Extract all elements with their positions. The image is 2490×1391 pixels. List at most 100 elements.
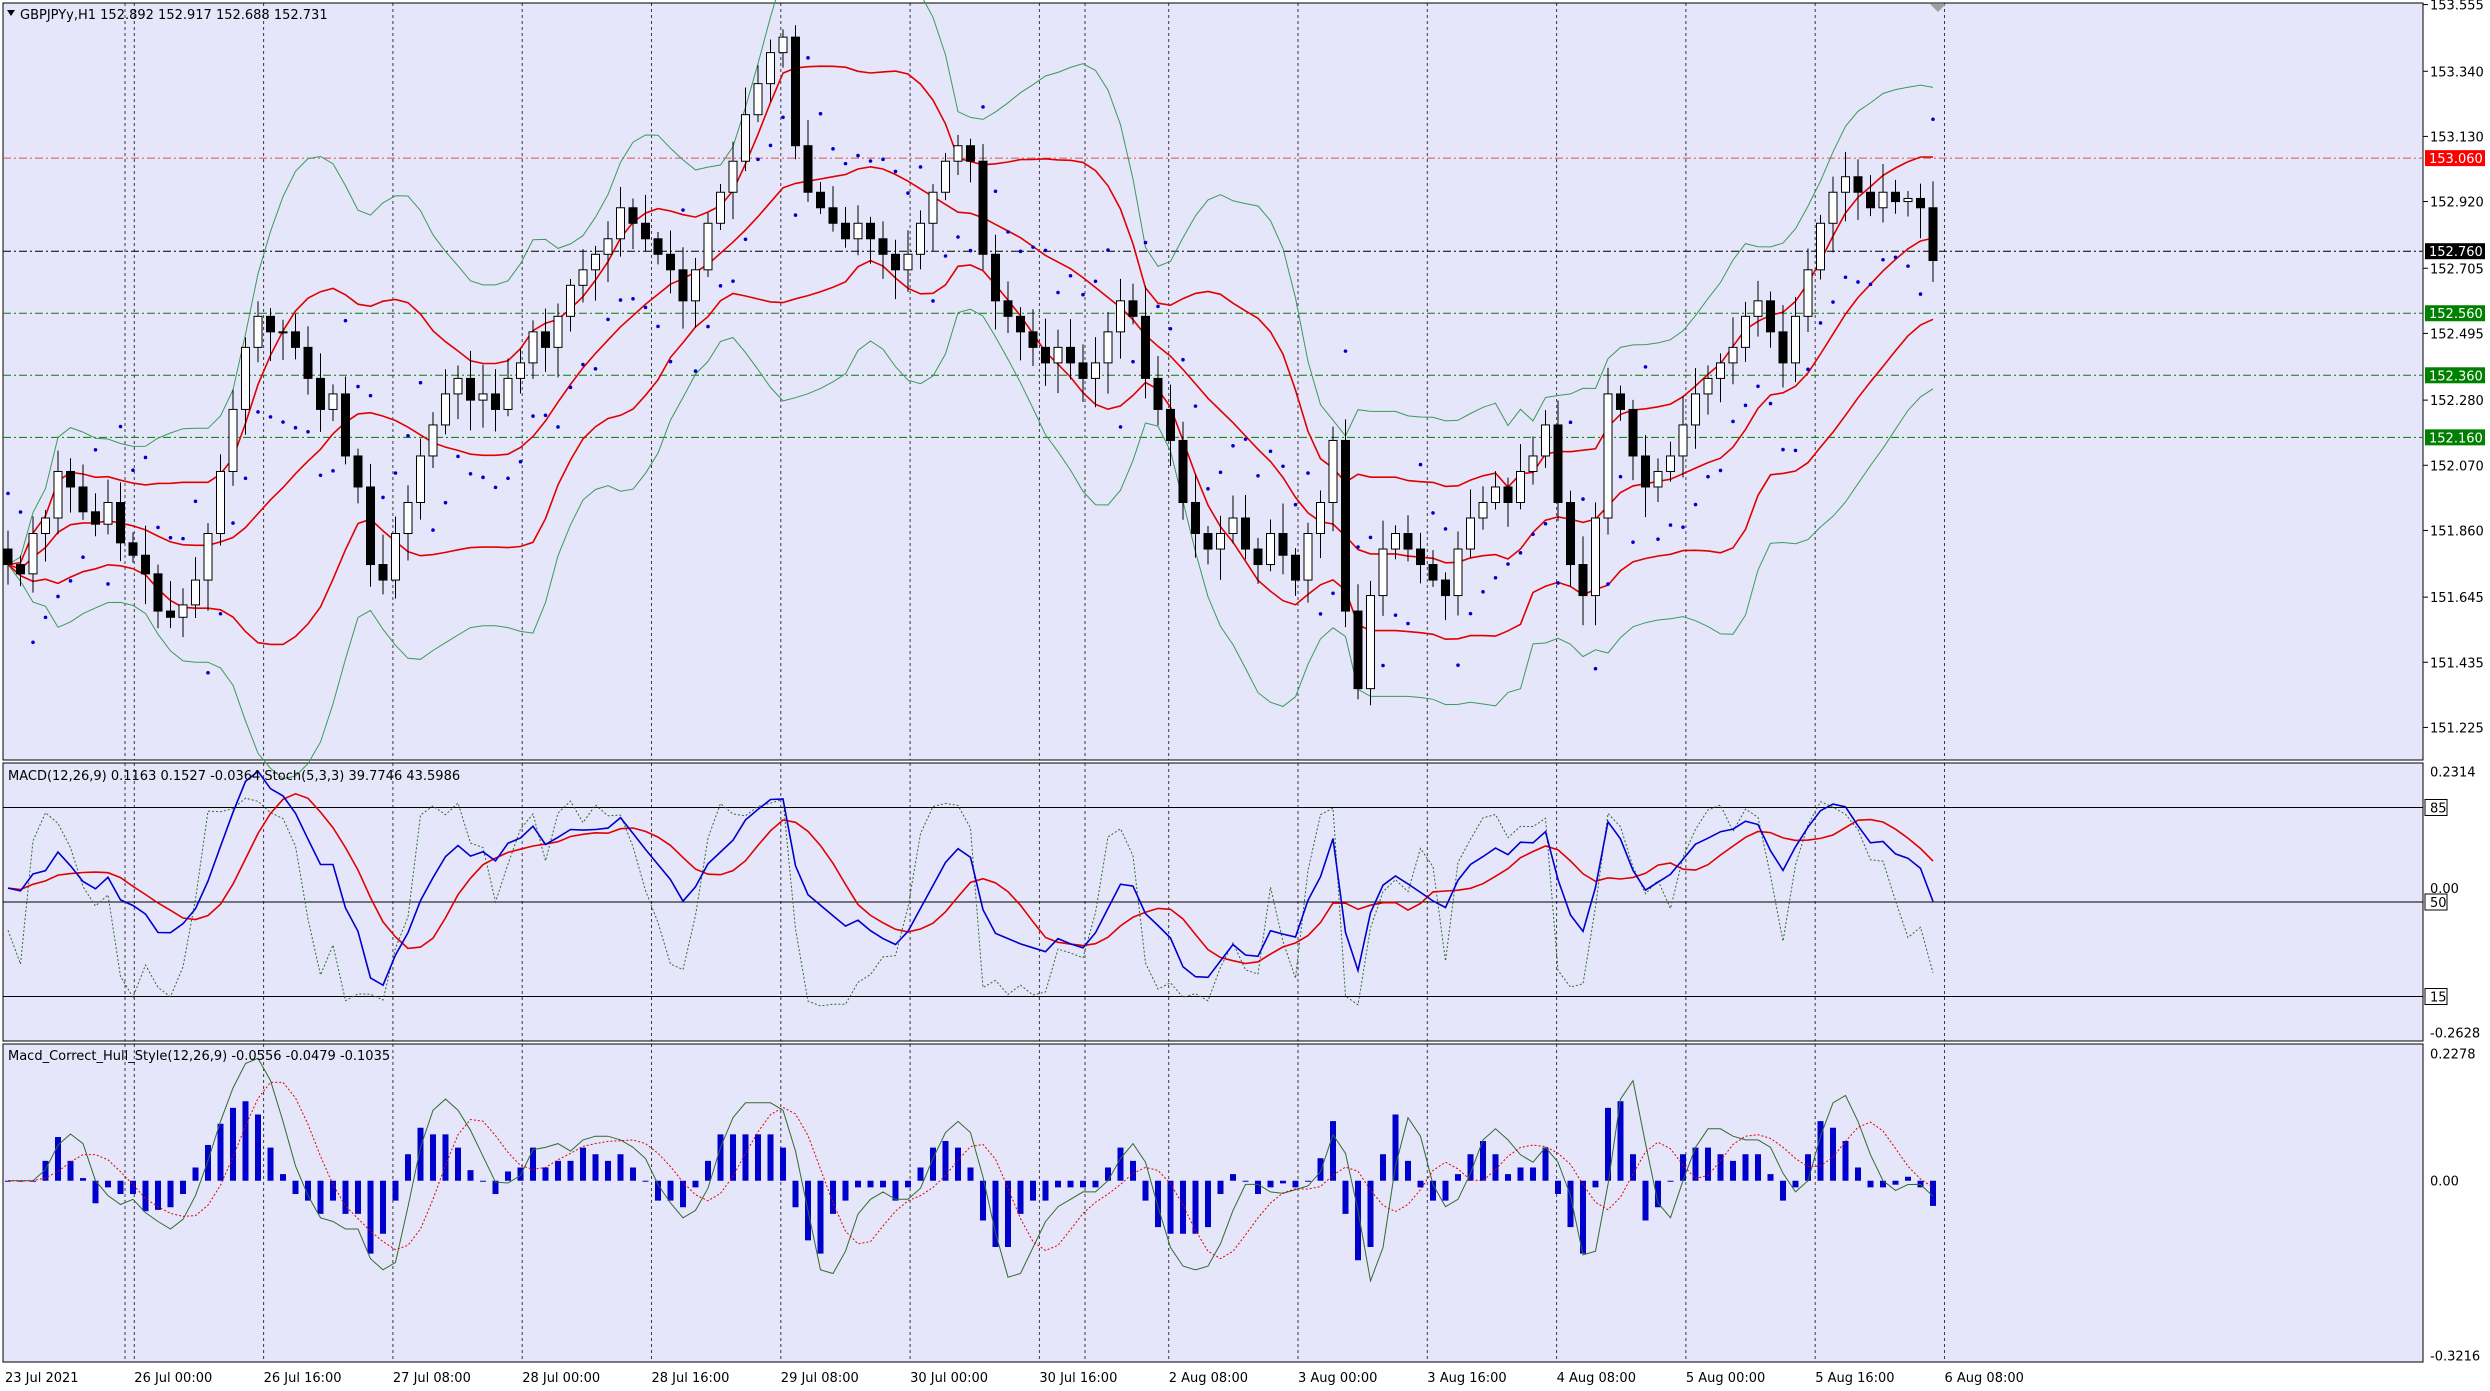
time-axis-label: 23 Jul 2021 (5, 1371, 79, 1386)
symbol-menu-arrow-icon[interactable] (7, 10, 15, 16)
sar-dot (368, 393, 373, 398)
time-axis-label: 5 Aug 00:00 (1686, 1371, 1765, 1386)
candle-body (491, 393, 500, 410)
hist-bar (342, 1180, 349, 1214)
sar-dot (1481, 590, 1485, 594)
candle-body (1153, 377, 1163, 410)
candle-body (1128, 300, 1138, 317)
sar-dot (18, 510, 23, 514)
sar-dot (1206, 487, 1210, 491)
sar-dot (1281, 464, 1285, 469)
level-price-text: 153.060 (2429, 152, 2483, 167)
sar-dot (568, 385, 573, 390)
candle-body (391, 533, 400, 581)
candle-body (1078, 362, 1088, 379)
sar-dot (481, 475, 485, 480)
sar-dot (656, 324, 660, 329)
parabolic-sar-series (6, 56, 1935, 675)
sar-dot (1931, 117, 1935, 122)
candle-body (1191, 501, 1200, 535)
hist-bar (217, 1123, 224, 1181)
candle-body (1378, 548, 1388, 597)
sar-dot (1806, 367, 1810, 372)
sar-dot (1556, 581, 1560, 585)
candle-body (453, 377, 463, 395)
candle-body (1866, 191, 1875, 209)
sar-dot (1856, 280, 1860, 284)
hist-bar (855, 1180, 861, 1188)
hist-bar (1805, 1154, 1811, 1181)
candle-body (316, 377, 325, 410)
indicator-panel-2-bg (2, 1043, 2424, 1363)
candle-body (516, 362, 525, 379)
sar-dot (1843, 275, 1848, 280)
hist-bar (1667, 1180, 1674, 1182)
candle-body (1278, 533, 1288, 556)
macd-signal-line (7, 792, 1934, 965)
hist-bar (392, 1180, 399, 1201)
hist-bar (1092, 1180, 1099, 1188)
hist-bar (655, 1180, 661, 1201)
macd-stoch-axis-label: 0.00 (2430, 882, 2459, 897)
candle-body (1391, 533, 1400, 550)
level-price-tag (2425, 243, 2485, 260)
hist-bar (955, 1147, 961, 1181)
hist-bar (917, 1167, 924, 1181)
hist-bar (130, 1180, 136, 1194)
sar-dot (918, 165, 923, 169)
hist-bar (1580, 1180, 1586, 1254)
hist-bar (80, 1178, 86, 1181)
hist-bar (1630, 1154, 1636, 1181)
hist-bar (992, 1180, 999, 1247)
sar-dot (206, 670, 210, 675)
candle-body (1178, 439, 1188, 503)
candle-body (1491, 486, 1500, 503)
candle-body (828, 207, 838, 224)
candles-series (3, 25, 1938, 706)
macd-stoch-axis-label: -0.2628 (2430, 1027, 2480, 1042)
hist-bar (1067, 1180, 1074, 1188)
hist-bar (730, 1134, 736, 1181)
hist-bar (242, 1101, 249, 1181)
time-axis-label: 30 Jul 00:00 (910, 1371, 988, 1386)
candle-body (966, 145, 975, 162)
hist-bar (1642, 1180, 1649, 1221)
candle-body (1716, 362, 1725, 379)
candle-body (228, 408, 238, 472)
candle-body (1578, 564, 1588, 597)
sar-dot (81, 555, 85, 559)
sar-dot (118, 424, 123, 429)
candle-body (128, 542, 138, 556)
candle-body (1103, 331, 1113, 364)
hist-bar (1205, 1180, 1211, 1228)
time-axis-label: 26 Jul 16:00 (264, 1371, 342, 1386)
candle-body (1916, 197, 1925, 209)
level-price-tag (2425, 305, 2485, 322)
hist-bar (1905, 1176, 1911, 1181)
candle-body (1641, 455, 1650, 488)
scroll-shift-marker-icon[interactable] (1930, 4, 1946, 12)
hist-bar (1767, 1174, 1774, 1181)
sar-dot (756, 157, 760, 162)
sar-dot (743, 237, 748, 242)
candle-body (353, 455, 363, 488)
sar-dot (143, 455, 148, 460)
candle-body (778, 36, 788, 54)
candle-body (1653, 470, 1663, 488)
candle-body (616, 207, 625, 240)
price-axis-label: 152.920 (2430, 196, 2484, 211)
candle-body (303, 346, 313, 379)
sar-dot (418, 380, 423, 385)
candle-body (1778, 331, 1788, 364)
macd-hull-series (5, 1057, 1936, 1283)
candle-body (216, 470, 225, 535)
candle-body (1116, 300, 1125, 333)
candle-body (153, 573, 163, 612)
candle-body (666, 253, 675, 271)
sar-dot (718, 284, 723, 288)
sar-dot (293, 425, 298, 430)
sar-dot (806, 56, 810, 60)
candle-body (116, 501, 125, 544)
